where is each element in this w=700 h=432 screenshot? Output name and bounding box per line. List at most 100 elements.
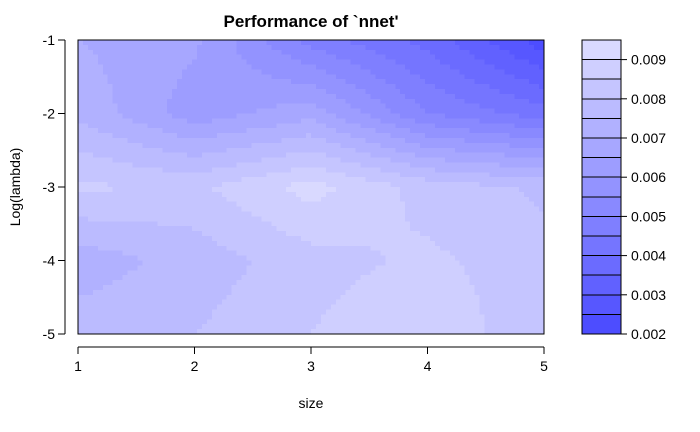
heatmap-cell: [226, 270, 233, 276]
heatmap-cell: [241, 54, 248, 61]
heatmap-cell: [504, 162, 510, 168]
heatmap-cell: [102, 113, 109, 119]
heatmap-cell: [479, 172, 486, 178]
heatmap-cell: [147, 226, 153, 232]
heatmap-cell: [375, 103, 382, 110]
heatmap-cell: [211, 240, 218, 247]
heatmap-cell: [345, 142, 352, 149]
heatmap-cell: [261, 270, 267, 276]
heatmap-cell: [499, 93, 505, 100]
heatmap-cell: [355, 255, 362, 262]
heatmap-cell: [112, 250, 119, 257]
heatmap-cell: [449, 69, 456, 75]
heatmap-cell: [311, 255, 317, 262]
heatmap-cell: [192, 138, 198, 144]
heatmap-cell: [375, 182, 382, 188]
heatmap-cell: [142, 118, 149, 124]
heatmap-cell: [315, 211, 322, 217]
heatmap-cell: [474, 201, 481, 208]
heatmap-cell: [335, 93, 342, 100]
heatmap-cell: [459, 98, 466, 105]
heatmap-cell: [231, 187, 238, 193]
heatmap-cell: [102, 191, 109, 198]
heatmap-cell: [281, 123, 287, 129]
heatmap-cell: [226, 123, 233, 129]
heatmap-cell: [221, 216, 228, 222]
heatmap-cell: [484, 98, 491, 105]
heatmap-cell: [345, 79, 352, 85]
heatmap-cell: [504, 54, 510, 61]
heatmap-cell: [241, 103, 248, 110]
heatmap-cell: [132, 285, 139, 291]
heatmap-cell: [479, 245, 486, 252]
heatmap-cell: [444, 265, 451, 271]
heatmap-cell: [514, 245, 520, 252]
heatmap-cell: [147, 260, 153, 266]
heatmap-cell: [78, 64, 84, 70]
heatmap-cell: [201, 294, 208, 301]
heatmap-cell: [306, 128, 312, 134]
heatmap-cell: [256, 93, 263, 100]
heatmap-cell: [271, 167, 277, 173]
heatmap-cell: [87, 147, 94, 154]
heatmap-cell: [315, 260, 322, 266]
heatmap-cell: [112, 280, 119, 286]
heatmap-cell: [385, 260, 391, 266]
heatmap-cell: [380, 157, 386, 164]
heatmap-cell: [132, 270, 139, 276]
heatmap-cell: [405, 231, 411, 237]
heatmap-cell: [534, 240, 540, 247]
heatmap-cell: [281, 138, 287, 144]
heatmap-cell: [335, 69, 342, 75]
heatmap-cell: [301, 113, 307, 119]
heatmap-cell: [82, 270, 89, 276]
heatmap-cell: [390, 211, 396, 217]
heatmap-cell: [529, 245, 535, 252]
heatmap-cell: [296, 240, 302, 247]
heatmap-cell: [375, 138, 382, 144]
heatmap-cell: [216, 89, 223, 95]
heatmap-cell: [261, 128, 267, 134]
heatmap-cell: [142, 103, 149, 110]
heatmap-cell: [172, 187, 178, 193]
heatmap-cell: [216, 294, 223, 301]
heatmap-cell: [92, 152, 99, 159]
heatmap-cell: [330, 211, 337, 217]
heatmap-cell: [127, 84, 134, 90]
heatmap-cell: [380, 285, 386, 291]
heatmap-cell: [241, 201, 248, 208]
heatmap-cell: [132, 44, 139, 51]
heatmap-cell: [82, 221, 89, 227]
heatmap-cell: [167, 167, 173, 173]
heatmap-cell: [434, 182, 441, 188]
heatmap-cell: [454, 260, 461, 266]
heatmap-cell: [459, 221, 466, 227]
heatmap-cell: [385, 285, 391, 291]
heatmap-cell: [107, 142, 114, 149]
heatmap-cell: [499, 216, 505, 222]
heatmap-cell: [296, 226, 302, 232]
heatmap-cell: [410, 133, 416, 139]
heatmap-cell: [117, 260, 124, 266]
heatmap-cell: [241, 226, 248, 232]
heatmap-cell: [504, 265, 510, 271]
heatmap-cell: [261, 142, 267, 149]
heatmap-cell: [534, 118, 540, 124]
heatmap-cell: [296, 40, 302, 46]
heatmap-cell: [97, 40, 104, 46]
heatmap-cell: [469, 113, 476, 119]
heatmap-cell: [221, 44, 228, 51]
heatmap-cell: [415, 285, 421, 291]
heatmap-cell: [226, 285, 233, 291]
heatmap-cell: [390, 118, 396, 124]
heatmap-cell: [231, 221, 238, 227]
heatmap-cell: [271, 64, 277, 70]
heatmap-cell: [360, 113, 367, 119]
heatmap-cell: [434, 54, 441, 61]
heatmap-cell: [444, 289, 451, 296]
heatmap-cell: [454, 98, 461, 105]
heatmap-cell: [469, 103, 476, 110]
heatmap-cell: [281, 103, 287, 110]
heatmap-cell: [82, 167, 89, 173]
heatmap-cell: [162, 40, 168, 46]
